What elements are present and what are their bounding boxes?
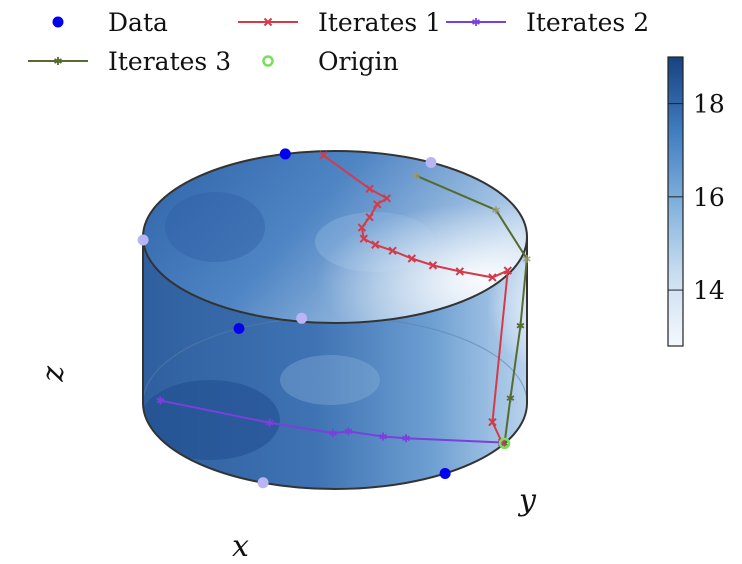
iterates-3-point bbox=[412, 171, 421, 180]
data-point bbox=[137, 234, 149, 246]
legend-marker-iterates-3 bbox=[54, 57, 62, 65]
iterates-2-point bbox=[379, 432, 387, 441]
iterates-1-point bbox=[488, 273, 497, 282]
iterates-1-point bbox=[371, 240, 380, 249]
iterates-1-point bbox=[357, 223, 367, 232]
data-point bbox=[233, 323, 245, 335]
iterates-3-point bbox=[506, 394, 515, 403]
data-point bbox=[296, 312, 308, 324]
legend-marker-iterates-1 bbox=[263, 17, 273, 27]
iterates-1-point bbox=[365, 184, 374, 194]
surface-shading bbox=[143, 250, 527, 460]
iterates-2-point bbox=[156, 396, 165, 405]
series-origin bbox=[498, 437, 511, 450]
legend-entry-iterates-3: Iterates 3 bbox=[28, 47, 231, 76]
series-data bbox=[137, 148, 451, 489]
legend-marker-iterates-2 bbox=[472, 18, 480, 26]
legend-entry-data: Data bbox=[52, 8, 168, 37]
colorbar-bar bbox=[667, 56, 684, 347]
iterates-1-line bbox=[322, 154, 509, 443]
plot-marks bbox=[137, 148, 531, 489]
top-dark-patch bbox=[165, 192, 265, 262]
cylinder-surface bbox=[142, 150, 528, 490]
iterates-1-point bbox=[365, 213, 374, 222]
data-point bbox=[257, 477, 269, 489]
data-point bbox=[439, 467, 451, 479]
series-iterates-1 bbox=[319, 151, 513, 447]
legend-label-iterates-2: Iterates 2 bbox=[526, 8, 649, 37]
iterates-1-point bbox=[455, 267, 465, 276]
iterates-3-point bbox=[522, 254, 531, 263]
iterates-3-point bbox=[516, 321, 525, 330]
legend-marker-origin bbox=[262, 55, 274, 67]
data-point bbox=[425, 157, 437, 169]
legend-label-data: Data bbox=[108, 8, 168, 37]
iterates-1-point bbox=[488, 417, 497, 427]
iterates-3-point bbox=[492, 206, 500, 215]
iterates-2-point bbox=[402, 434, 410, 443]
legend-entry-iterates-1: Iterates 1 bbox=[238, 8, 441, 37]
iterates-1-point bbox=[388, 246, 397, 255]
legend-marker-data bbox=[52, 16, 64, 28]
legend-entry-origin: Origin bbox=[262, 47, 399, 76]
iterates-1-point bbox=[319, 151, 328, 160]
origin-point bbox=[498, 437, 511, 450]
legend-label-iterates-1: Iterates 1 bbox=[318, 8, 441, 37]
iterates-3-line bbox=[415, 174, 528, 444]
iterates-1-point bbox=[359, 234, 369, 243]
shade-light-1 bbox=[280, 355, 380, 405]
iterates-1-point bbox=[382, 194, 392, 203]
data-point bbox=[279, 148, 291, 160]
legend-label-origin: Origin bbox=[318, 47, 399, 76]
iterates-2-point bbox=[329, 429, 337, 438]
colorbar-tick-label: 14 bbox=[693, 276, 725, 305]
z-axis-label: z bbox=[39, 365, 74, 382]
iterates-1-point bbox=[428, 261, 438, 270]
x-axis-label: x bbox=[232, 529, 249, 564]
legend-entry-iterates-2: Iterates 2 bbox=[446, 8, 649, 37]
iterates-2-point bbox=[265, 418, 274, 427]
legend: Data Iterates 1 Iterates 2 Iterates 3 Origin bbox=[28, 8, 649, 76]
shade-dark-1 bbox=[143, 380, 280, 460]
colorbar: 14 16 18 bbox=[667, 56, 725, 347]
legend-label-iterates-3: Iterates 3 bbox=[108, 47, 231, 76]
iterates-1-point bbox=[503, 266, 513, 275]
y-axis-label: y bbox=[517, 483, 537, 518]
colorbar-tick-label: 18 bbox=[693, 90, 725, 119]
iterates-1-point bbox=[407, 254, 417, 263]
iterates-2-point bbox=[344, 427, 353, 436]
colorbar-tick-label: 16 bbox=[693, 183, 725, 212]
iterates-1-point bbox=[373, 200, 382, 209]
top-glow bbox=[143, 151, 527, 323]
